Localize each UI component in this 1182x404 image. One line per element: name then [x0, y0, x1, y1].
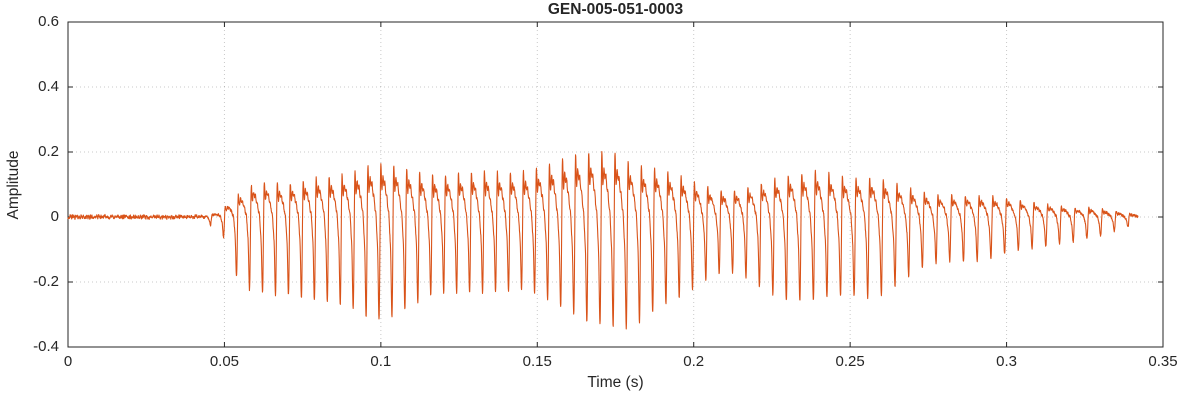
y-tick-label: 0.4 [38, 78, 59, 95]
x-tick-label: 0.3 [996, 353, 1017, 370]
y-tick-label: -0.2 [33, 273, 59, 290]
x-tick-label: 0.15 [522, 353, 552, 370]
x-axis-label: Time (s) [587, 374, 644, 391]
x-tick-label: 0.25 [835, 353, 865, 370]
y-tick-label: 0 [50, 208, 59, 225]
chart-title: GEN-005-051-0003 [547, 1, 684, 18]
x-tick-label: 0.35 [1148, 353, 1178, 370]
x-tick-label: 0.05 [209, 353, 240, 370]
y-tick-label: 0.2 [38, 143, 59, 160]
y-tick-label: -0.4 [33, 338, 59, 355]
x-tick-label: 0.2 [683, 353, 705, 370]
x-tick-label: 0 [63, 353, 73, 370]
y-tick-label: 0.6 [38, 13, 59, 30]
x-tick-label: 0.1 [370, 353, 392, 370]
